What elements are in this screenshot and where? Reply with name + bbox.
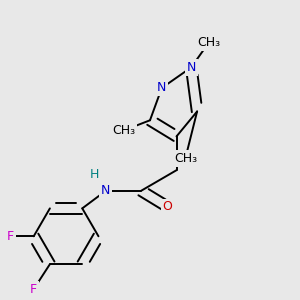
Text: O: O xyxy=(163,200,172,213)
Text: N: N xyxy=(187,61,196,74)
Text: F: F xyxy=(30,283,37,296)
Text: H: H xyxy=(89,168,99,181)
Text: N: N xyxy=(101,184,110,197)
Text: CH₃: CH₃ xyxy=(197,36,220,49)
Text: CH₃: CH₃ xyxy=(174,152,197,165)
Text: CH₃: CH₃ xyxy=(112,124,135,137)
Text: N: N xyxy=(157,82,167,94)
Text: F: F xyxy=(7,230,14,243)
Text: H: H xyxy=(89,168,99,181)
